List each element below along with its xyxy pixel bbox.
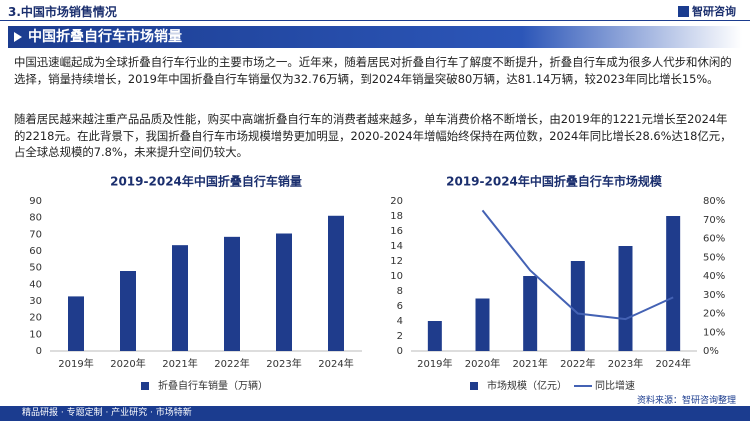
- bar: [618, 246, 633, 351]
- legend-swatch: [470, 382, 478, 390]
- source: 资料来源：智研咨询整理: [636, 396, 736, 406]
- y-tick-label: 8: [397, 286, 403, 297]
- bar: [427, 321, 442, 351]
- bar: [68, 296, 84, 351]
- y2-tick-label: 0%: [703, 346, 719, 357]
- x-tick-label: 2020年: [465, 357, 500, 370]
- bar: [475, 298, 490, 351]
- y-tick-label: 6: [397, 301, 403, 312]
- bar: [276, 233, 292, 351]
- y2-tick-label: 70%: [703, 215, 725, 226]
- x-tick-label: 2021年: [512, 357, 547, 370]
- y-tick-label: 20: [390, 196, 403, 207]
- x-tick-label: 2021年: [162, 357, 197, 370]
- y2-tick-label: 40%: [703, 271, 725, 282]
- y-tick-label: 12: [390, 256, 403, 267]
- chart: 2019-2024年中国折叠自行车市场规模 0 2 4 6 8 10 12 14 16 18 20 0%…: [390, 174, 725, 393]
- chart-title: 2019-2024年中国折叠自行车销量: [110, 174, 302, 189]
- y-tick-label: 0: [397, 346, 403, 357]
- y-tick-label: 18: [390, 211, 403, 222]
- y-tick-label: 4: [397, 316, 403, 327]
- section-title: 3.中国市场销售情况: [8, 5, 117, 19]
- y-tick-label: 0: [36, 346, 42, 357]
- bar: [328, 215, 344, 351]
- legend-label: 同比增速: [595, 379, 635, 392]
- y-tick-label: 60: [29, 246, 42, 257]
- bar: [224, 236, 240, 351]
- line: [481, 209, 674, 321]
- y-tick-label: 30: [29, 296, 42, 307]
- y-tick-label: 2: [397, 331, 403, 342]
- bar: [666, 216, 681, 351]
- bar: [120, 271, 136, 351]
- y-tick-label: 40: [29, 279, 42, 290]
- legend-swatch: [141, 382, 149, 390]
- y2-tick-label: 30%: [703, 290, 725, 301]
- x-tick-label: 2024年: [318, 357, 353, 370]
- footer: 精品研报 · 专题定制 · 产业研究 · 市场特新: [0, 406, 750, 421]
- y-tick-label: 70: [29, 229, 42, 240]
- x-tick-label: 2023年: [266, 357, 301, 370]
- y2-tick-label: 60%: [703, 234, 725, 245]
- y2-tick-label: 50%: [703, 252, 725, 263]
- chart: 2019-2024年中国折叠自行车销量 0 10 20 30 40 50 60 70 80 90 20…: [29, 174, 362, 392]
- legend-label: 市场规模（亿元）: [487, 379, 567, 392]
- chart-title: 2019-2024年中国折叠自行车市场规模: [446, 174, 663, 189]
- x-tick-label: 2019年: [417, 357, 452, 370]
- x-tick-label: 2019年: [58, 357, 93, 370]
- bar: [172, 245, 188, 351]
- bar: [523, 276, 538, 351]
- header-rule: [0, 20, 750, 21]
- x-tick-label: 2022年: [214, 357, 249, 370]
- logo: 智研咨询: [678, 3, 736, 19]
- y-tick-label: 16: [390, 226, 403, 237]
- y-tick-label: 80: [29, 213, 42, 224]
- y-tick-label: 20: [29, 313, 42, 324]
- y-tick-label: 50: [29, 263, 42, 274]
- logo-icon: [678, 6, 689, 17]
- y2-tick-label: 10%: [703, 327, 725, 338]
- logo-text: 智研咨询: [692, 5, 736, 18]
- y-tick-label: 90: [29, 196, 42, 207]
- x-tick-label: 2023年: [608, 357, 643, 370]
- y-tick-label: 14: [390, 241, 403, 252]
- paragraph: 中国迅速崛起成为全球折叠自行车行业的主要市场之一。近年来，随着居民对折叠自行车了…: [14, 55, 732, 86]
- y-tick-label: 10: [29, 329, 42, 340]
- y2-tick-label: 80%: [703, 196, 725, 207]
- y-tick-label: 10: [390, 271, 403, 282]
- paragraph: 随着居民越来越注重产品品质及性能，购买中高端折叠自行车的消费者越来越多，单车消费…: [14, 112, 732, 159]
- y2-tick-label: 20%: [703, 309, 725, 320]
- banner-title: 中国折叠自行车市场销量: [28, 29, 182, 45]
- legend-label: 折叠自行车销量（万辆）: [158, 379, 268, 392]
- bar: [570, 261, 585, 351]
- x-tick-label: 2022年: [560, 357, 595, 370]
- banner: 中国折叠自行车市场销量: [8, 26, 742, 48]
- x-tick-label: 2024年: [655, 357, 690, 370]
- x-tick-label: 2020年: [110, 357, 145, 370]
